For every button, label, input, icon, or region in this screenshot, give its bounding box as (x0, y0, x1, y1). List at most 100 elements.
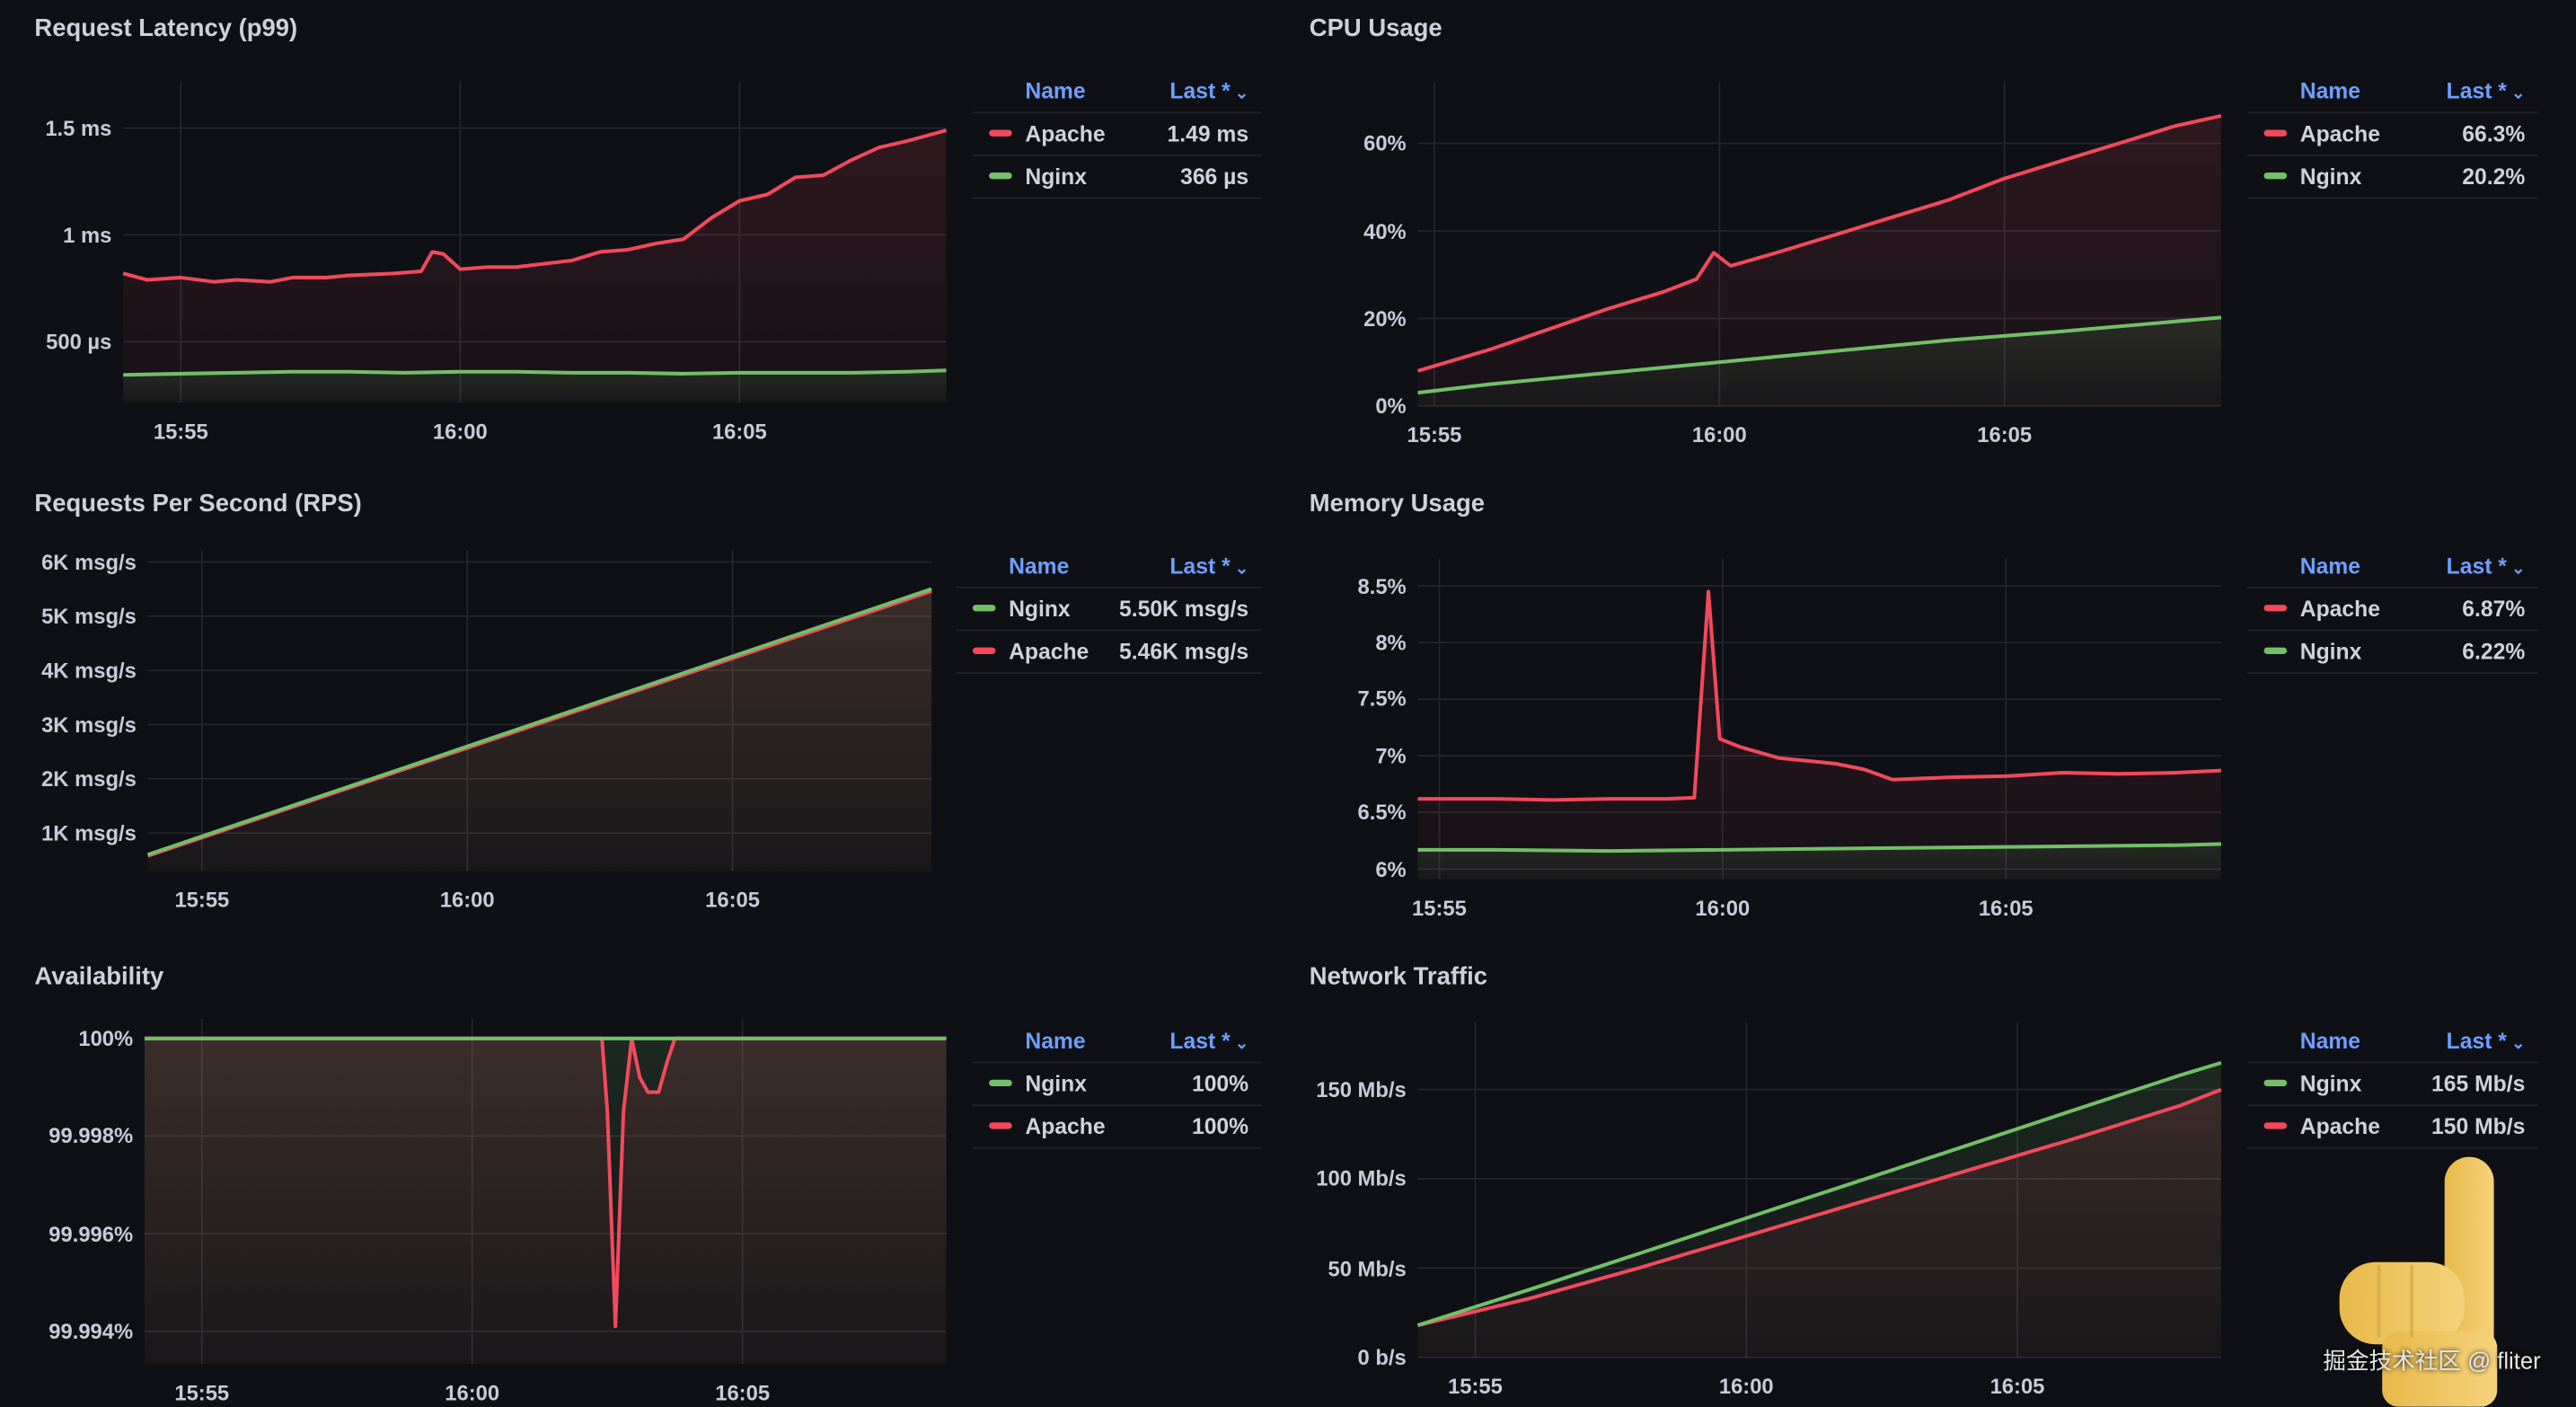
legend-row-apache[interactable]: Apache 66.3% (2247, 113, 2538, 156)
series-line-nginx (1417, 842, 2221, 854)
legend-series-name[interactable]: Nginx (2299, 1071, 2362, 1097)
y-tick-label: 8.5% (1357, 573, 1407, 598)
legend-series-name[interactable]: Nginx (1009, 596, 1071, 622)
legend-series-name[interactable]: Nginx (1025, 1071, 1087, 1097)
legend-header: Name Last * ⌄ (2247, 1022, 2538, 1064)
legend-row-nginx[interactable]: Nginx 6.22% (2247, 631, 2538, 674)
series-line-apache (1417, 1087, 2222, 1327)
legend-series-last-value: 366 µs (1180, 164, 1249, 190)
legend-series-name[interactable]: Nginx (2299, 164, 2362, 190)
x-tick-label: 15:55 (1412, 895, 1467, 921)
panel-title[interactable]: CPU Usage (1309, 14, 1442, 43)
legend-row-nginx[interactable]: Nginx 20.2% (2247, 156, 2538, 199)
series-color-swatch[interactable] (972, 605, 996, 612)
legend-series-name[interactable]: Apache (1009, 639, 1090, 664)
legend-last-label: Last * (2446, 1029, 2507, 1054)
legend-series-name[interactable]: Apache (2299, 1114, 2380, 1139)
legend-table: Name Last * ⌄ Nginx 5.50K msg/s Apache 5.46K … (956, 547, 1262, 674)
legend-table: Name Last * ⌄ Apache 66.3% Nginx 20.2% (2247, 72, 2538, 199)
series-color-swatch[interactable] (2263, 647, 2288, 654)
series-line-nginx (1416, 1060, 2222, 1327)
series-color-swatch[interactable] (989, 1079, 1012, 1087)
series-color-swatch[interactable] (972, 647, 996, 654)
y-tick-label: 4K msg/s (41, 658, 137, 683)
legend-series-last-value: 5.50K msg/s (1118, 596, 1249, 622)
legend-name-header[interactable]: Name (2299, 78, 2361, 104)
legend-last-header[interactable]: Last * ⌄ (1169, 1029, 1248, 1053)
series-color-swatch[interactable] (2263, 1079, 2288, 1087)
legend-row-apache[interactable]: Apache 1.49 ms (972, 113, 1262, 156)
legend-name-header[interactable]: Name (2299, 1029, 2361, 1054)
y-tick-label: 100% (78, 1026, 134, 1051)
legend-last-label: Last * (1169, 78, 1231, 104)
y-tick-label: 6% (1375, 856, 1407, 881)
series-color-swatch[interactable] (989, 173, 1012, 180)
legend-series-name[interactable]: Apache (1025, 1114, 1106, 1139)
chevron-down-icon: ⌄ (1230, 85, 1249, 104)
y-tick-label: 7% (1375, 743, 1407, 768)
watermark: 掘金技术社区 @ fliter (2323, 1347, 2541, 1375)
legend-name-header[interactable]: Name (2299, 553, 2361, 579)
legend-last-label: Last * (1169, 1029, 1231, 1054)
x-tick-label: 16:00 (1695, 895, 1751, 921)
plot-area[interactable] (122, 82, 948, 403)
series-color-swatch[interactable] (989, 129, 1012, 137)
legend-row-apache[interactable]: Apache 6.87% (2247, 588, 2538, 632)
legend-row-nginx[interactable]: Nginx 100% (972, 1063, 1262, 1106)
series-color-swatch[interactable] (2263, 1122, 2288, 1129)
panel-title[interactable]: Requests Per Second (RPS) (34, 490, 362, 518)
legend-last-header[interactable]: Last * ⌄ (2447, 1029, 2526, 1053)
legend-row-nginx[interactable]: Nginx 366 µs (972, 156, 1262, 199)
y-tick-label: 50 Mb/s (1328, 1255, 1407, 1281)
plot-area[interactable] (1417, 558, 2222, 880)
legend-last-header[interactable]: Last * ⌄ (1169, 79, 1248, 103)
legend-row-apache[interactable]: Apache 150 Mb/s (2247, 1106, 2538, 1149)
series-color-swatch[interactable] (2263, 605, 2288, 612)
legend-name-header[interactable]: Name (1025, 78, 1086, 104)
legend-row-apache[interactable]: Apache 5.46K msg/s (956, 631, 1262, 674)
plot-area[interactable] (146, 550, 932, 872)
series-color-swatch[interactable] (2263, 129, 2288, 137)
legend-last-header[interactable]: Last * ⌄ (2447, 553, 2526, 578)
legend-series-last-value: 6.22% (2462, 639, 2526, 664)
legend-series-name[interactable]: Apache (2299, 596, 2380, 622)
plot-area[interactable] (144, 1019, 947, 1365)
y-tick-label: 500 µs (46, 329, 112, 355)
legend-series-name[interactable]: Nginx (2299, 639, 2362, 664)
legend-last-header[interactable]: Last * ⌄ (1169, 553, 1248, 578)
legend-name-header[interactable]: Name (1025, 1029, 1086, 1054)
panel-title[interactable]: Availability (34, 962, 164, 991)
legend-series-last-value: 66.3% (2462, 121, 2526, 146)
panel-title[interactable]: Network Traffic (1309, 962, 1488, 991)
legend-series-name[interactable]: Apache (1025, 121, 1106, 146)
x-tick-label: 15:55 (1407, 422, 1462, 447)
x-tick-label: 16:05 (1978, 895, 2033, 921)
legend-series-name[interactable]: Nginx (1025, 164, 1087, 190)
legend-row-nginx[interactable]: Nginx 165 Mb/s (2247, 1063, 2538, 1106)
series-color-swatch[interactable] (989, 1122, 1012, 1129)
legend-last-label: Last * (2446, 78, 2507, 104)
legend-series-last-value: 20.2% (2462, 164, 2526, 190)
legend-last-label: Last * (2446, 553, 2507, 579)
chart-svg (122, 82, 948, 403)
legend-series-last-value: 100% (1191, 1071, 1249, 1097)
chart-svg (144, 1019, 947, 1365)
panel-title[interactable]: Request Latency (p99) (34, 14, 298, 43)
series-color-swatch[interactable] (2263, 173, 2288, 180)
legend-last-header[interactable]: Last * ⌄ (2447, 79, 2526, 103)
y-tick-label: 2K msg/s (41, 766, 137, 792)
y-tick-label: 6K msg/s (41, 549, 137, 575)
legend-row-apache[interactable]: Apache 100% (972, 1106, 1262, 1149)
panel-title[interactable]: Memory Usage (1309, 490, 1485, 518)
chevron-down-icon: ⌄ (2506, 560, 2526, 579)
legend-series-name[interactable]: Apache (2299, 121, 2380, 146)
y-tick-label: 1 ms (63, 222, 112, 248)
plot-area[interactable] (1416, 82, 2222, 407)
chevron-down-icon: ⌄ (1230, 1035, 1249, 1054)
legend-row-nginx[interactable]: Nginx 5.50K msg/s (956, 588, 1262, 632)
legend-name-header[interactable]: Name (1009, 553, 1070, 579)
plot-area[interactable] (1416, 1022, 2222, 1358)
y-tick-label: 0 b/s (1357, 1345, 1407, 1370)
legend-table: Name Last * ⌄ Nginx 100% Apache 100% (972, 1022, 1262, 1149)
x-tick-label: 16:05 (715, 1380, 771, 1405)
